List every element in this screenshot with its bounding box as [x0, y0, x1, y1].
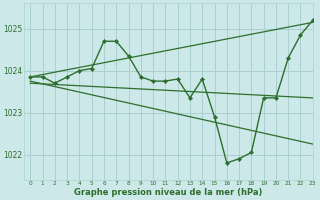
- X-axis label: Graphe pression niveau de la mer (hPa): Graphe pression niveau de la mer (hPa): [74, 188, 263, 197]
